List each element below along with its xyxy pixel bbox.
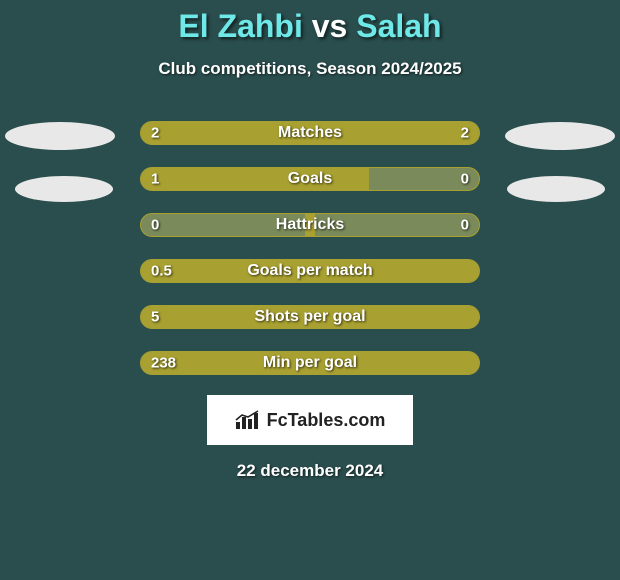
stat-row: Goals per match 0.5 — [0, 259, 620, 283]
stat-value-left: 1 — [151, 171, 159, 188]
stat-row: Hattricks 0 0 — [0, 213, 620, 237]
stat-value-left: 5 — [151, 309, 159, 326]
stat-value-left: 0.5 — [151, 263, 172, 280]
logo-box: FcTables.com — [207, 395, 413, 445]
vs-separator: vs — [312, 8, 348, 44]
stat-bar-left-fill — [141, 168, 310, 190]
stat-row: Goals 1 0 — [0, 167, 620, 191]
stat-value-left: 0 — [151, 217, 159, 234]
subtitle: Club competitions, Season 2024/2025 — [0, 59, 620, 79]
logo-text: FcTables.com — [267, 410, 386, 431]
stat-value-right: 2 — [461, 125, 469, 142]
chart-icon — [235, 410, 261, 430]
stat-label: Matches — [278, 124, 342, 142]
player1-name: El Zahbi — [178, 8, 302, 44]
stat-row: Min per goal 238 — [0, 351, 620, 375]
stats-list: Matches 2 2 Goals 1 0 Hattricks 0 0 Goals per mat… — [0, 121, 620, 375]
stat-row: Shots per goal 5 — [0, 305, 620, 329]
stat-value-left: 2 — [151, 125, 159, 142]
stat-bar: Goals per match 0.5 — [140, 259, 480, 283]
stat-label: Hattricks — [276, 216, 344, 234]
stat-row: Matches 2 2 — [0, 121, 620, 145]
stat-label: Goals — [288, 170, 332, 188]
stats-card: El Zahbi vs Salah Club competitions, Sea… — [0, 0, 620, 580]
stat-bar: Hattricks 0 0 — [140, 213, 480, 237]
stat-value-left: 238 — [151, 355, 176, 372]
stat-bar: Shots per goal 5 — [140, 305, 480, 329]
date: 22 december 2024 — [0, 461, 620, 481]
page-title: El Zahbi vs Salah — [0, 0, 620, 45]
player2-name: Salah — [356, 8, 441, 44]
stat-bar: Matches 2 2 — [140, 121, 480, 145]
stat-value-right: 0 — [461, 171, 469, 188]
stat-label: Shots per goal — [254, 308, 365, 326]
stat-label: Goals per match — [247, 262, 372, 280]
stat-bar: Min per goal 238 — [140, 351, 480, 375]
stat-label: Min per goal — [263, 354, 357, 372]
stat-bar: Goals 1 0 — [140, 167, 480, 191]
stat-value-right: 0 — [461, 217, 469, 234]
